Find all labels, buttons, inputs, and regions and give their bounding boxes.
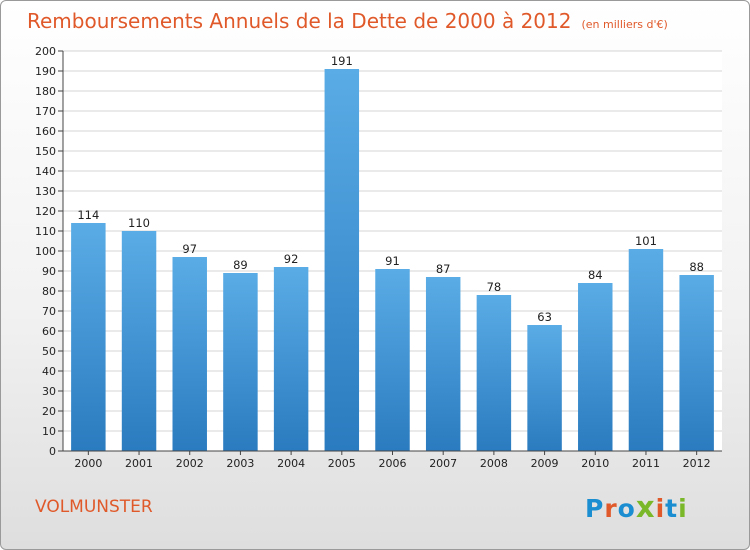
x-tick-label: 2010 — [581, 457, 609, 470]
y-tick-label: 90 — [42, 265, 56, 278]
y-tick-label: 170 — [35, 105, 56, 118]
y-tick-label: 40 — [42, 365, 56, 378]
value-label: 63 — [537, 310, 552, 324]
bar — [223, 273, 258, 451]
x-tick-label: 2008 — [480, 457, 508, 470]
y-tick-label: 110 — [35, 225, 56, 238]
y-tick-label: 190 — [35, 65, 56, 78]
value-label: 89 — [233, 258, 248, 272]
bar — [425, 277, 461, 451]
value-label: 92 — [284, 252, 299, 266]
y-tick-label: 20 — [42, 405, 56, 418]
x-tick-label: 2006 — [379, 457, 407, 470]
x-tick-label: 2002 — [176, 457, 204, 470]
y-tick-label: 140 — [35, 165, 56, 178]
axes — [58, 50, 722, 455]
y-tick-label: 0 — [49, 445, 56, 458]
bar — [375, 269, 410, 451]
bar — [172, 257, 207, 451]
value-label: 110 — [128, 216, 150, 230]
bar — [679, 275, 714, 451]
logo-letter: t — [665, 494, 679, 523]
y-tick-label: 180 — [35, 85, 56, 98]
bar — [121, 231, 157, 451]
value-label: 91 — [385, 254, 400, 268]
y-tick-label: 100 — [35, 245, 56, 258]
y-tick-label: 10 — [42, 425, 56, 438]
bar — [273, 267, 309, 451]
y-tick-label: 120 — [35, 205, 56, 218]
y-tick-label: 200 — [35, 45, 56, 58]
value-label: 88 — [689, 260, 704, 274]
value-label: 78 — [487, 280, 502, 294]
logo-letter: i — [655, 494, 666, 523]
y-tick-label: 50 — [42, 345, 56, 358]
value-label: 87 — [436, 262, 451, 276]
x-tick-label: 2000 — [74, 457, 102, 470]
logo-letter: x — [635, 490, 656, 524]
value-label: 84 — [588, 268, 603, 282]
x-tick-label: 2003 — [226, 457, 254, 470]
logo-letter: r — [604, 494, 618, 523]
x-tick-label: 2011 — [632, 457, 660, 470]
bar — [476, 295, 512, 451]
logo-letter: o — [617, 494, 636, 523]
value-label: 97 — [182, 242, 197, 256]
value-label: 191 — [331, 54, 353, 68]
x-tick-label: 2004 — [277, 457, 305, 470]
commune-name: VOLMUNSTER — [35, 497, 153, 517]
chart-title: Remboursements Annuels de la Dette de 20… — [27, 9, 668, 33]
value-label: 101 — [635, 234, 657, 248]
x-tick-label: 2005 — [328, 457, 356, 470]
y-tick-label: 80 — [42, 285, 56, 298]
value-labels: 114 110 97 89 92 191 91 87 78 63 84 101 88 — [77, 54, 704, 324]
title-text: Remboursements Annuels de la Dette de 20… — [27, 9, 572, 33]
x-tick-label: 2009 — [531, 457, 559, 470]
y-tick-label: 60 — [42, 325, 56, 338]
x-tick-label: 2007 — [429, 457, 457, 470]
title-unit: (en milliers d'€) — [581, 18, 668, 31]
bar — [628, 249, 664, 451]
x-tick-label: 2012 — [683, 457, 711, 470]
y-tick-label: 30 — [42, 385, 56, 398]
x-tick-label: 2001 — [125, 457, 153, 470]
proxiti-logo: Proxiti — [585, 490, 688, 524]
x-tick-labels: 2000 2001 2002 2003 2004 2005 2006 2007 2008 2009… — [74, 457, 710, 470]
y-tick-label: 70 — [42, 305, 56, 318]
value-label: 114 — [77, 208, 99, 222]
bar — [324, 69, 360, 451]
logo-letter: i — [678, 494, 688, 523]
bar — [527, 325, 562, 451]
bar — [578, 283, 613, 451]
bar — [71, 223, 106, 451]
logo-letter: P — [585, 494, 605, 523]
y-tick-label: 160 — [35, 125, 56, 138]
bars — [71, 69, 714, 451]
y-tick-label: 130 — [35, 185, 56, 198]
y-tick-label: 150 — [35, 145, 56, 158]
y-tick-labels: 0 10 20 30 40 50 60 70 80 90 100 110 120 130 140 150 160… — [35, 45, 56, 458]
